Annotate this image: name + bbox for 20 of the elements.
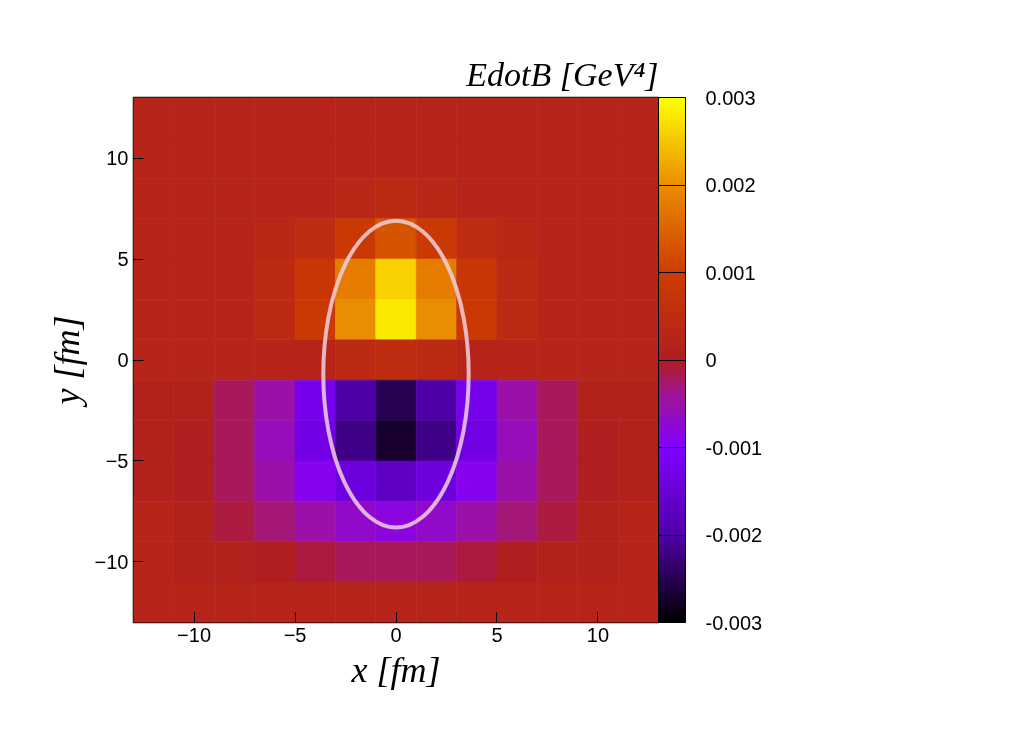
color-bar-label: -0.003 bbox=[705, 611, 763, 634]
y-tick-label: −5 bbox=[105, 449, 129, 472]
color-bar-label: -0.001 bbox=[705, 436, 763, 459]
y-tick-label: 5 bbox=[117, 248, 129, 271]
color-bar-title: EdotB [GeV⁴] bbox=[465, 55, 659, 93]
color-bar-label: 0.001 bbox=[705, 261, 756, 284]
x-axis-title: x [fm] bbox=[350, 649, 441, 690]
x-tick-label: 10 bbox=[586, 623, 610, 646]
x-tick-label: 5 bbox=[491, 623, 503, 646]
x-tick-label: 0 bbox=[390, 623, 402, 646]
x-tick-label: −10 bbox=[177, 623, 212, 646]
x-tick-label: −5 bbox=[283, 623, 307, 646]
color-bar-label: 0.003 bbox=[705, 86, 756, 109]
y-axis-title: y [fm] bbox=[46, 315, 87, 408]
y-tick-label: 0 bbox=[117, 349, 129, 371]
color-bar-label: -0.002 bbox=[705, 524, 763, 546]
y-tick-label: 10 bbox=[106, 147, 129, 170]
color-bar-label: 0.002 bbox=[705, 174, 756, 196]
y-tick-label: −10 bbox=[94, 550, 129, 573]
color-bar-label: 0 bbox=[705, 349, 717, 371]
